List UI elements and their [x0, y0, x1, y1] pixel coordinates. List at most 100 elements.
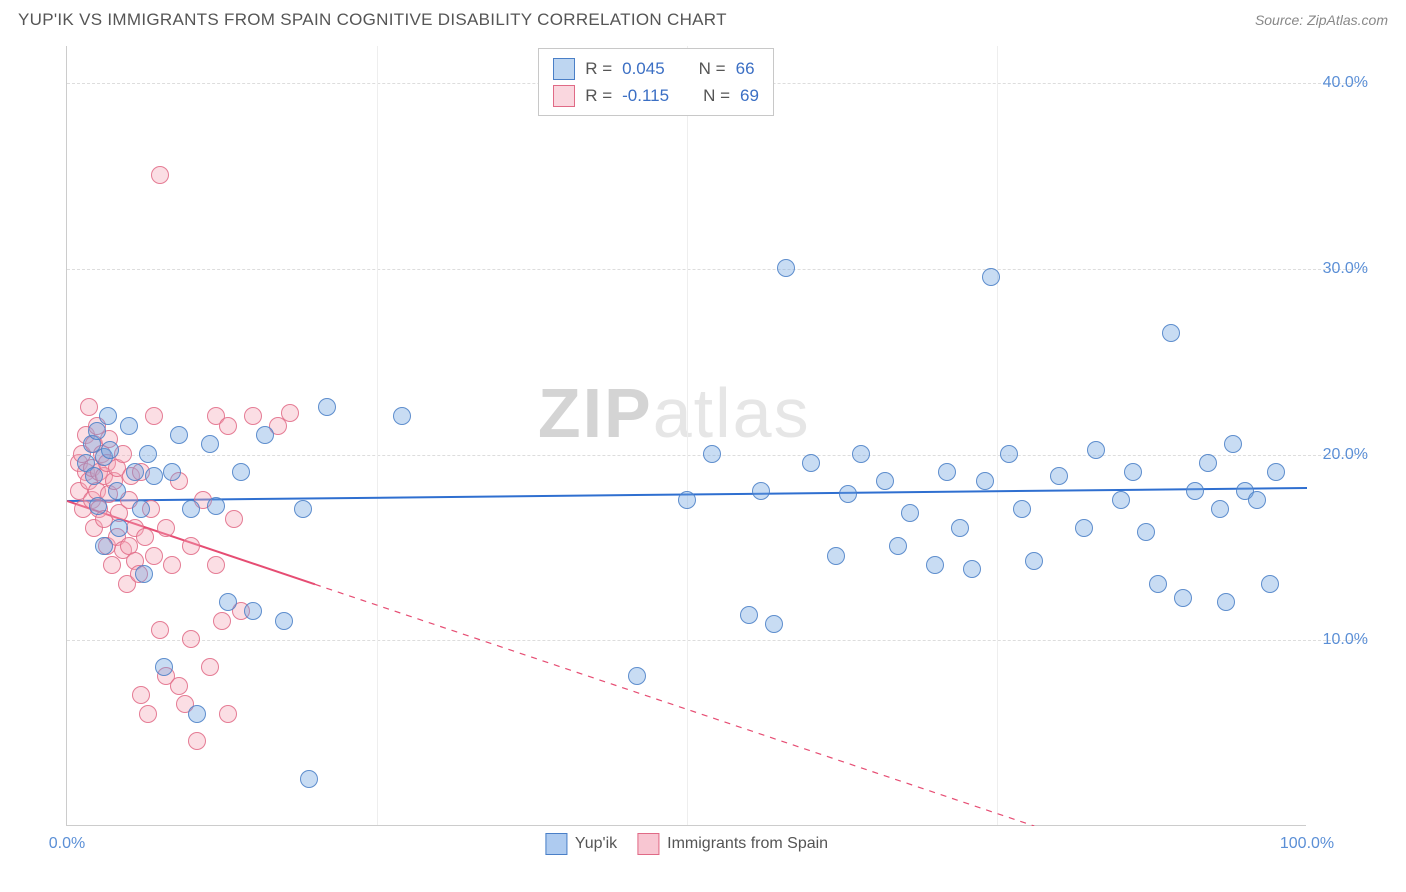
stat-n-label: N = — [703, 82, 730, 109]
data-point — [951, 519, 969, 537]
data-point — [103, 556, 121, 574]
data-point — [976, 472, 994, 490]
y-tick-label: 40.0% — [1323, 74, 1368, 92]
data-point — [852, 445, 870, 463]
data-point — [132, 500, 150, 518]
plot-area: ZIPatlas 10.0%20.0%30.0%40.0%0.0%100.0%R… — [66, 46, 1306, 826]
data-point — [163, 463, 181, 481]
y-tick-label: 10.0% — [1323, 631, 1368, 649]
data-point — [151, 621, 169, 639]
data-point — [145, 467, 163, 485]
x-tick-label: 0.0% — [49, 835, 85, 853]
data-point — [982, 268, 1000, 286]
source-label: Source: ZipAtlas.com — [1255, 12, 1388, 28]
data-point — [219, 593, 237, 611]
data-point — [182, 500, 200, 518]
data-point — [1261, 575, 1279, 593]
data-point — [182, 537, 200, 555]
data-point — [740, 606, 758, 624]
data-point — [963, 560, 981, 578]
data-point — [95, 537, 113, 555]
data-point — [170, 677, 188, 695]
data-point — [678, 491, 696, 509]
legend-swatch — [545, 833, 567, 855]
data-point — [628, 667, 646, 685]
data-point — [1186, 482, 1204, 500]
legend-label: Immigrants from Spain — [667, 835, 828, 853]
bottom-legend: Yup'ik Immigrants from Spain — [545, 833, 828, 855]
watermark-light: atlas — [653, 374, 811, 452]
x-tick-label: 100.0% — [1280, 835, 1334, 853]
data-point — [275, 612, 293, 630]
data-point — [1025, 552, 1043, 570]
data-point — [120, 417, 138, 435]
data-point — [393, 407, 411, 425]
data-point — [80, 398, 98, 416]
data-point — [207, 497, 225, 515]
gridline-h — [67, 269, 1366, 270]
data-point — [170, 426, 188, 444]
data-point — [318, 398, 336, 416]
gridline-v — [997, 46, 998, 825]
stats-row: R = -0.115N = 69 — [553, 82, 759, 109]
stats-box: R = 0.045 N = 66R = -0.115 N = 69 — [538, 48, 774, 116]
stat-n-value: 69 — [740, 82, 759, 109]
data-point — [151, 166, 169, 184]
data-point — [207, 556, 225, 574]
data-point — [1217, 593, 1235, 611]
data-point — [88, 422, 106, 440]
stat-n-label: N = — [699, 55, 726, 82]
data-point — [1000, 445, 1018, 463]
data-point — [163, 556, 181, 574]
data-point — [1050, 467, 1068, 485]
y-tick-label: 30.0% — [1323, 260, 1368, 278]
data-point — [827, 547, 845, 565]
legend-swatch — [637, 833, 659, 855]
title-bar: YUP'IK VS IMMIGRANTS FROM SPAIN COGNITIV… — [0, 0, 1406, 36]
data-point — [1149, 575, 1167, 593]
data-point — [889, 537, 907, 555]
data-point — [294, 500, 312, 518]
legend-item: Immigrants from Spain — [637, 833, 828, 855]
data-point — [244, 602, 262, 620]
data-point — [99, 407, 117, 425]
legend-item: Yup'ik — [545, 833, 617, 855]
data-point — [232, 463, 250, 481]
data-point — [219, 705, 237, 723]
data-point — [1013, 500, 1031, 518]
data-point — [244, 407, 262, 425]
data-point — [132, 686, 150, 704]
data-point — [1087, 441, 1105, 459]
data-point — [1211, 500, 1229, 518]
data-point — [110, 519, 128, 537]
data-point — [1137, 523, 1155, 541]
data-point — [219, 417, 237, 435]
data-point — [777, 259, 795, 277]
stats-row: R = 0.045 N = 66 — [553, 55, 759, 82]
watermark-bold: ZIP — [538, 374, 653, 452]
data-point — [85, 467, 103, 485]
stat-r-label: R = — [585, 55, 612, 82]
data-point — [281, 404, 299, 422]
data-point — [1112, 491, 1130, 509]
data-point — [703, 445, 721, 463]
data-point — [1224, 435, 1242, 453]
data-point — [139, 705, 157, 723]
data-point — [188, 732, 206, 750]
data-point — [145, 547, 163, 565]
data-point — [201, 435, 219, 453]
data-point — [89, 497, 107, 515]
chart-title: YUP'IK VS IMMIGRANTS FROM SPAIN COGNITIV… — [18, 10, 727, 30]
data-point — [188, 705, 206, 723]
data-point — [1267, 463, 1285, 481]
stat-r-value: 0.045 — [622, 55, 665, 82]
legend-label: Yup'ik — [575, 835, 617, 853]
data-point — [108, 482, 126, 500]
stat-n-value: 66 — [736, 55, 755, 82]
data-point — [157, 519, 175, 537]
data-point — [1174, 589, 1192, 607]
data-point — [182, 630, 200, 648]
data-point — [752, 482, 770, 500]
data-point — [201, 658, 219, 676]
stat-r-value: -0.115 — [622, 82, 669, 109]
